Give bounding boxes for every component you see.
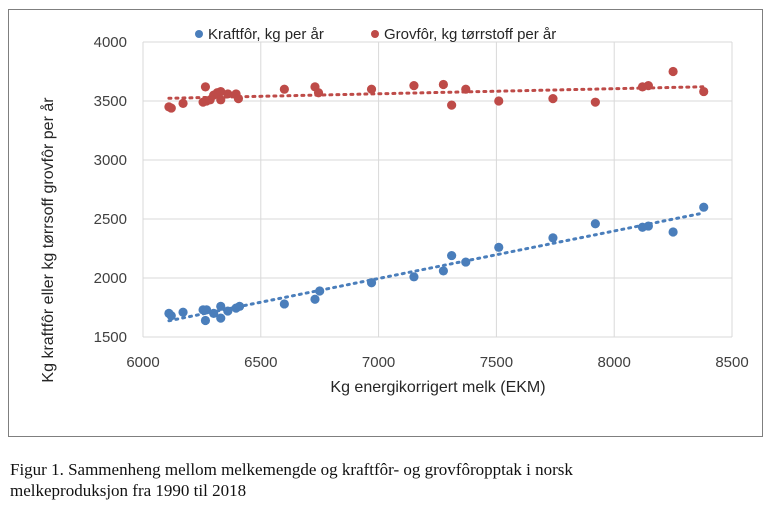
data-point-series-0 [178,307,188,317]
x-tick-label: 7000 [362,354,395,371]
legend-marker-kraftfor [195,30,203,38]
trendline-series-0 [167,211,706,323]
caption-line-1: Figur 1. Sammenheng mellom melkemengde o… [10,460,573,479]
data-point-series-1 [200,82,211,92]
chart-frame [8,9,763,437]
data-point-series-1 [223,89,233,99]
data-point-series-0 [438,266,448,276]
trendline-series-1 [167,85,706,100]
data-point-series-0 [200,315,211,326]
x-tick-label: 7500 [480,354,513,371]
data-point-series-0 [590,219,600,229]
data-point-series-0 [223,306,233,316]
data-point-series-1 [668,66,678,77]
data-point-series-1 [699,86,709,97]
caption-line-2: melkeproduksjon fra 1990 til 2018 [10,481,247,500]
scatter-chart: 1500 2000 2500 3000 3500 4000 6000 6500 7000 750… [39,26,749,396]
x-tick-label: 6500 [244,354,277,371]
data-point-series-0 [202,305,212,315]
data-point-series-0 [234,301,245,311]
data-point-series-1 [216,95,226,105]
data-point-series-0 [166,311,176,321]
x-tick-label: 8000 [598,354,631,371]
data-point-series-1 [548,94,558,104]
figure-caption: Figur 1. Sammenheng mellom melkemengde o… [10,459,760,501]
data-point-series-1 [178,98,188,108]
data-point-series-0 [310,294,320,304]
data-point-series-1 [494,96,504,106]
y-tick-label: 2000 [94,270,127,287]
data-point-series-1 [447,100,457,110]
trendlines [167,85,706,323]
y-axis-title: Kg kraftfôr eller kg tørrsoff grovfôr pe… [39,97,57,383]
data-point-series-0 [216,301,226,311]
data-point-series-0 [668,227,678,237]
data-point-series-0 [643,221,653,231]
data-point-series-0 [209,308,219,318]
data-point-series-1 [166,103,176,113]
legend-marker-grovfor [371,30,379,38]
data-point-series-0 [366,278,377,288]
data-points [164,66,709,326]
x-axis-title: Kg energikorrigert melk (EKM) [330,379,545,396]
legend: Kraftfôr, kg per år Grovfôr, kg tørrstof… [195,26,556,43]
data-point-series-1 [438,79,448,90]
y-tick-label: 3500 [94,93,127,110]
data-point-series-0 [461,257,471,267]
y-tick-labels: 1500 2000 2500 3000 3500 4000 [94,34,127,346]
data-point-series-0 [315,286,325,296]
data-point-series-1 [313,88,324,98]
y-tick-label: 3000 [94,152,127,169]
x-tick-label: 8500 [715,354,748,371]
data-point-series-0 [409,272,419,282]
data-point-series-1 [233,94,244,104]
data-point-series-0 [216,313,226,323]
legend-label-kraftfor: Kraftfôr, kg per år [208,26,324,43]
data-point-series-0 [494,242,504,252]
data-point-series-1 [461,84,471,94]
legend-label-grovfor: Grovfôr, kg tørrstoff per år [384,26,556,43]
y-tick-label: 4000 [94,34,127,51]
x-tick-labels: 6000 6500 7000 7500 8000 8500 [126,354,748,371]
data-point-series-0 [279,299,289,309]
y-tick-label: 1500 [94,329,127,346]
data-point-series-0 [447,250,457,261]
x-tick-label: 6000 [126,354,159,371]
data-point-series-1 [409,81,419,91]
y-tick-label: 2500 [94,211,127,228]
data-point-series-1 [366,84,377,94]
data-point-series-0 [699,202,709,212]
data-point-series-1 [279,84,289,94]
data-point-series-1 [590,97,600,107]
data-point-series-1 [216,86,226,97]
data-point-series-1 [643,81,653,91]
data-point-series-0 [548,233,558,243]
